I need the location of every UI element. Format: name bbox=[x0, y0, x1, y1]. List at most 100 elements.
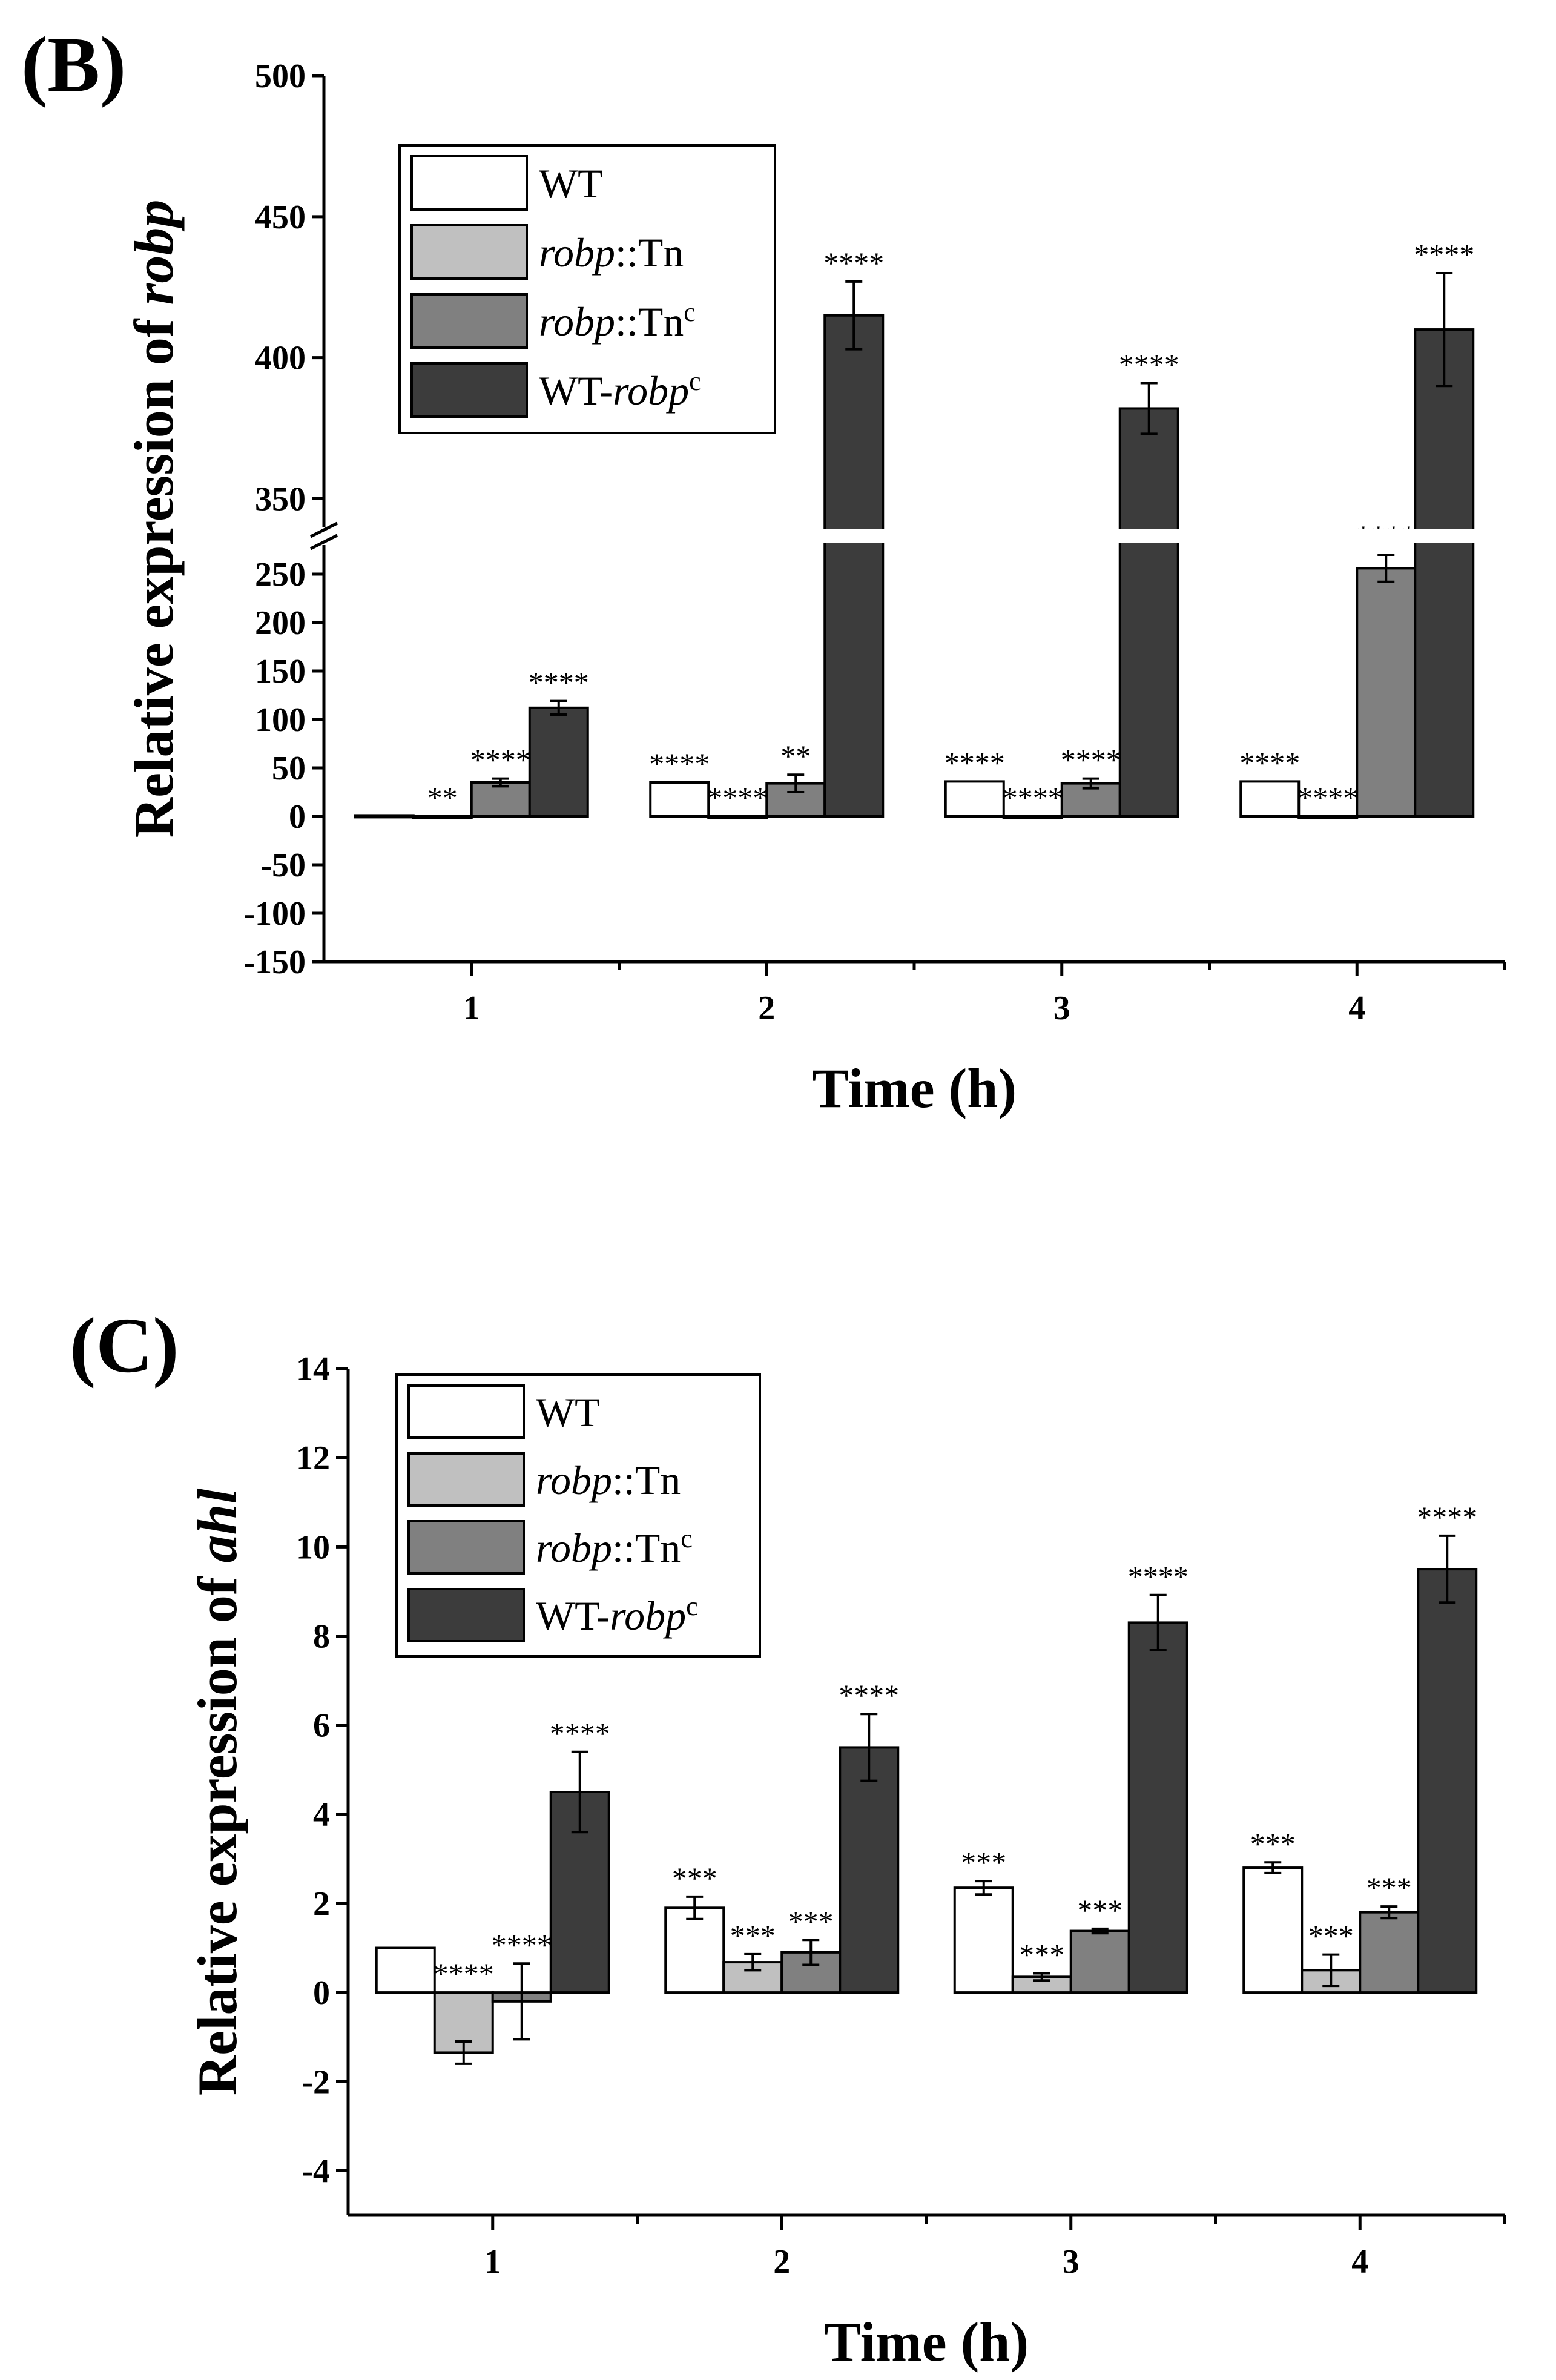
y-tick-label: 400 bbox=[255, 340, 306, 377]
significance-label-robp-tnc-t3: **** bbox=[1061, 743, 1121, 777]
bar-wt-robpc-t2 bbox=[823, 314, 885, 818]
y-tick-label: -100 bbox=[243, 895, 306, 933]
significance-label-robp-tn-t4: *** bbox=[1308, 1919, 1354, 1953]
x-axis-title: Time (h) bbox=[824, 2311, 1029, 2373]
y-tick-label: 250 bbox=[255, 556, 306, 593]
y-tick-label: 50 bbox=[272, 750, 306, 787]
legend-swatch-wt bbox=[410, 155, 528, 211]
bar-wt-robpc-t3 bbox=[1118, 407, 1179, 818]
bar-robp-tnc-t4 bbox=[1356, 567, 1417, 818]
bar-wt-robpc-t1 bbox=[528, 706, 589, 818]
legend-label-wt-robpc: WT-robpc bbox=[539, 366, 701, 414]
significance-label-robp-tnc-t3: *** bbox=[1077, 1893, 1122, 1927]
y-tick-label: 8 bbox=[313, 1618, 330, 1655]
x-tick-label-3: 3 bbox=[1053, 990, 1070, 1027]
x-tick-label-2: 2 bbox=[758, 990, 775, 1027]
significance-label-wt-robpc-t4: **** bbox=[1414, 237, 1474, 271]
legend-swatch-robp-tnc bbox=[410, 293, 528, 349]
y-tick-label: -4 bbox=[302, 2152, 330, 2190]
bar-robp-tn-t3 bbox=[1002, 815, 1063, 819]
significance-label-wt-robpc-t1: **** bbox=[529, 666, 589, 699]
bar-wt-robpc-t2 bbox=[839, 1746, 900, 1994]
significance-label-wt-robpc-t1: **** bbox=[550, 1716, 610, 1750]
y-tick-label: 450 bbox=[255, 199, 306, 236]
y-tick-label: 4 bbox=[313, 1796, 330, 1834]
significance-label-wt-robpc-t2: **** bbox=[823, 246, 884, 280]
bar-wt-robpc-t3 bbox=[1127, 1621, 1188, 1994]
significance-label-wt-t3: *** bbox=[961, 1845, 1006, 1879]
panel-label-c: (C) bbox=[70, 1302, 179, 1389]
significance-label-robp-tnc-t1: **** bbox=[470, 743, 531, 777]
significance-label-robp-tn-t1: **** bbox=[434, 1957, 494, 1991]
legend-label-robp-tnc: robp::Tnc bbox=[539, 297, 696, 345]
bar-wt-robpc-t4 bbox=[1414, 328, 1475, 818]
x-tick-label-2: 2 bbox=[773, 2243, 790, 2281]
y-tick-label: 2 bbox=[313, 1885, 330, 1923]
bar-robp-tn-t2 bbox=[707, 815, 768, 819]
significance-label-wt-robpc-t4: **** bbox=[1417, 1500, 1477, 1534]
significance-label-robp-tn-t3: *** bbox=[1019, 1937, 1064, 1971]
y-tick-label: 200 bbox=[255, 604, 306, 642]
significance-label-wt-t4: *** bbox=[1250, 1826, 1296, 1860]
legend-swatch-wt-robpc bbox=[410, 362, 528, 418]
significance-label-robp-tn-t1: ** bbox=[427, 781, 458, 815]
bar-wt-t1 bbox=[354, 814, 415, 819]
significance-label-robp-tnc-t2: *** bbox=[788, 1904, 834, 1938]
legend-swatch-wt-robpc bbox=[407, 1588, 525, 1642]
y-axis-title: Relative expression of ahl bbox=[186, 1488, 248, 2095]
legend-label-wt: WT bbox=[536, 1389, 600, 1435]
significance-label-wt-robpc-t2: **** bbox=[839, 1678, 899, 1712]
legend-label-robp-tnc: robp::Tnc bbox=[536, 1524, 693, 1572]
bar-wt-t3 bbox=[953, 1886, 1014, 1994]
significance-label-robp-tn-t2: **** bbox=[707, 781, 768, 815]
y-tick-label: 350 bbox=[255, 480, 306, 518]
significance-label-robp-tnc-t1: **** bbox=[492, 1928, 552, 1962]
significance-label-robp-tn-t4: **** bbox=[1297, 781, 1358, 815]
y-tick-label: -150 bbox=[243, 944, 306, 981]
y-tick-label: -2 bbox=[302, 2063, 330, 2101]
y-tick-label: 500 bbox=[255, 58, 306, 95]
y-tick-label: 12 bbox=[296, 1440, 330, 1477]
significance-label-robp-tnc-t4: *** bbox=[1366, 1871, 1412, 1905]
chart-panel-b: **********1**************2**************… bbox=[123, 58, 1506, 1119]
significance-label-wt-t3: **** bbox=[944, 745, 1005, 779]
y-tick-label: 150 bbox=[255, 653, 306, 690]
significance-label-robp-tn-t2: *** bbox=[730, 1919, 776, 1952]
y-tick-label: -50 bbox=[260, 847, 306, 884]
significance-label-wt-robpc-t3: **** bbox=[1128, 1559, 1188, 1593]
bar-robp-tnc-t3 bbox=[1069, 1929, 1130, 1994]
y-tick-label: 6 bbox=[313, 1707, 330, 1745]
legend-swatch-robp-tn bbox=[410, 224, 528, 280]
legend-swatch-robp-tnc bbox=[407, 1520, 525, 1575]
bar-wt-t1 bbox=[375, 1946, 436, 1994]
y-tick-label: 100 bbox=[255, 701, 306, 739]
axis-break-gap bbox=[300, 529, 1505, 543]
bar-wt-t2 bbox=[649, 781, 710, 818]
y-tick-label: 14 bbox=[296, 1350, 330, 1388]
panel-label-b: (B) bbox=[21, 21, 126, 108]
bar-wt-t2 bbox=[664, 1906, 725, 1994]
significance-label-wt-robpc-t3: **** bbox=[1119, 348, 1179, 382]
y-axis-title: Relative expression of robp bbox=[123, 200, 185, 838]
legend-label-robp-tn: robp::Tn bbox=[539, 230, 684, 276]
bar-wt-t4 bbox=[1239, 780, 1301, 818]
bar-robp-tnc-t4 bbox=[1359, 1911, 1420, 1994]
x-axis-title: Time (h) bbox=[812, 1057, 1017, 1119]
significance-label-wt-t4: **** bbox=[1239, 745, 1300, 779]
significance-label-robp-tnc-t2: ** bbox=[780, 739, 811, 773]
bar-robp-tn-t4 bbox=[1297, 815, 1359, 819]
x-tick-label-1: 1 bbox=[463, 990, 480, 1027]
axis-break-mark-lower bbox=[309, 534, 338, 550]
x-tick-label-4: 4 bbox=[1348, 990, 1365, 1027]
significance-label-wt-t2: *** bbox=[672, 1861, 717, 1895]
bar-wt-t3 bbox=[944, 780, 1005, 818]
legend-label-wt-robpc: WT-robpc bbox=[536, 1592, 698, 1639]
y-tick-label: 0 bbox=[289, 798, 306, 836]
significance-label-wt-t2: **** bbox=[649, 747, 710, 781]
x-tick-label-4: 4 bbox=[1351, 2243, 1368, 2281]
chart-panel-c: ************1****** *******2*************… bbox=[186, 1350, 1506, 2373]
x-tick-label-3: 3 bbox=[1063, 2243, 1080, 2281]
legend-label-robp-tn: robp::Tn bbox=[536, 1457, 681, 1503]
legend-label-wt: WT bbox=[539, 160, 603, 207]
